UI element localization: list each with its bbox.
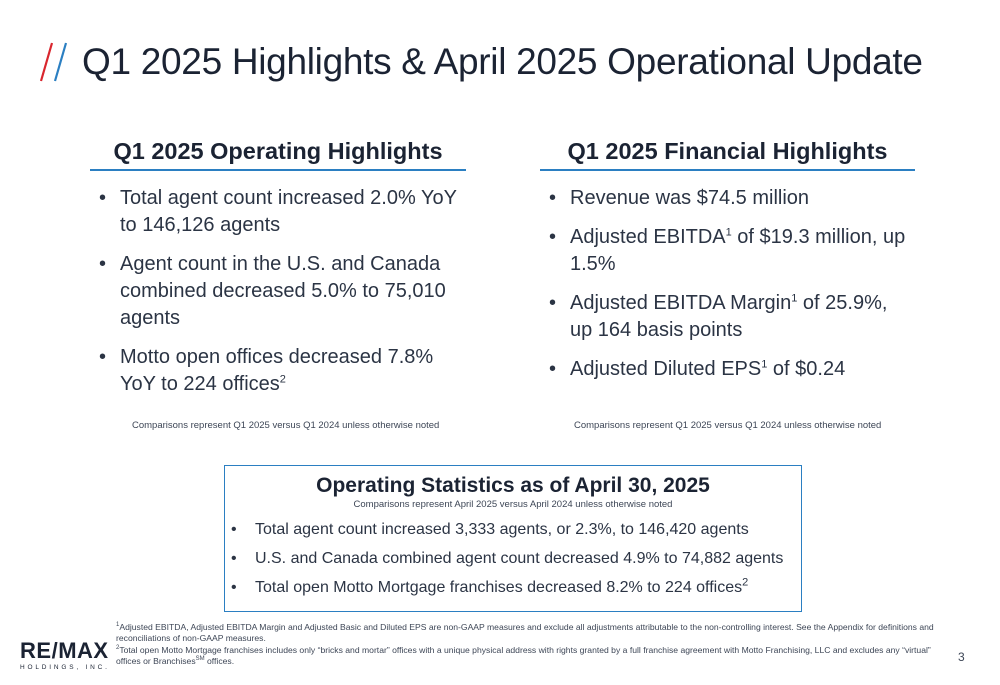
- list-item: Revenue was $74.5 million: [540, 185, 915, 212]
- footnote-ref: 2: [279, 373, 286, 386]
- footnote-ref: 1: [791, 292, 798, 305]
- logo-subtitle: HOLDINGS, INC.: [20, 664, 110, 671]
- footnote-2: 2Total open Motto Mortgage franchises in…: [116, 644, 931, 666]
- list-item: U.S. and Canada combined agent count dec…: [225, 549, 801, 569]
- footnotes: 1Adjusted EBITDA, Adjusted EBITDA Margin…: [116, 622, 936, 667]
- footnote-ref: 2: [742, 576, 749, 589]
- list-item: Motto open offices decreased 7.8% YoY to…: [90, 344, 466, 398]
- operating-statistics-heading: Operating Statistics as of April 30, 202…: [316, 474, 710, 497]
- operating-highlights-heading: Q1 2025 Operating Highlights: [90, 138, 466, 171]
- page-title: Q1 2025 Highlights & April 2025 Operatio…: [82, 41, 923, 82]
- page-number: 3: [958, 650, 965, 664]
- operating-highlights-list: Total agent count increased 2.0% YoY to …: [90, 185, 466, 398]
- operating-statistics-note: Comparisons represent April 2025 versus …: [353, 499, 673, 510]
- operating-statistics-list: Total agent count increased 3,333 agents…: [225, 520, 801, 598]
- list-item: Total open Motto Mortgage franchises dec…: [225, 576, 801, 598]
- list-item: Total agent count increased 2.0% YoY to …: [90, 185, 466, 239]
- financial-highlights: Q1 2025 Financial Highlights Revenue was…: [540, 138, 915, 395]
- list-item: Adjusted Diluted EPS1 of $0.24: [540, 356, 915, 383]
- footnote-1: 1Adjusted EBITDA, Adjusted EBITDA Margin…: [116, 622, 934, 644]
- remax-holdings-logo: RE/MAX HOLDINGS, INC.: [20, 638, 110, 672]
- financial-highlights-heading: Q1 2025 Financial Highlights: [540, 138, 915, 171]
- list-item: Adjusted EBITDA1 of $19.3 million, up 1.…: [540, 224, 915, 278]
- list-item: Adjusted EBITDA Margin1 of 25.9%, up 164…: [540, 290, 915, 344]
- operating-statistics-box: Operating Statistics as of April 30, 202…: [224, 465, 802, 612]
- operating-highlights: Q1 2025 Operating Highlights Total agent…: [90, 138, 466, 410]
- logo-wordmark: RE/MAX: [20, 638, 109, 663]
- financial-comparison-note: Comparisons represent Q1 2025 versus Q1 …: [574, 420, 882, 431]
- list-item: Agent count in the U.S. and Canada combi…: [90, 251, 466, 332]
- footnote-ref: 1: [761, 358, 768, 371]
- financial-highlights-list: Revenue was $74.5 million Adjusted EBITD…: [540, 185, 915, 383]
- list-item: Total agent count increased 3,333 agents…: [225, 520, 801, 540]
- operating-comparison-note: Comparisons represent Q1 2025 versus Q1 …: [132, 420, 440, 431]
- double-slash-icon: [39, 42, 68, 82]
- title-row: Q1 2025 Highlights & April 2025 Operatio…: [38, 40, 923, 84]
- footnote-ref: 1: [725, 226, 732, 239]
